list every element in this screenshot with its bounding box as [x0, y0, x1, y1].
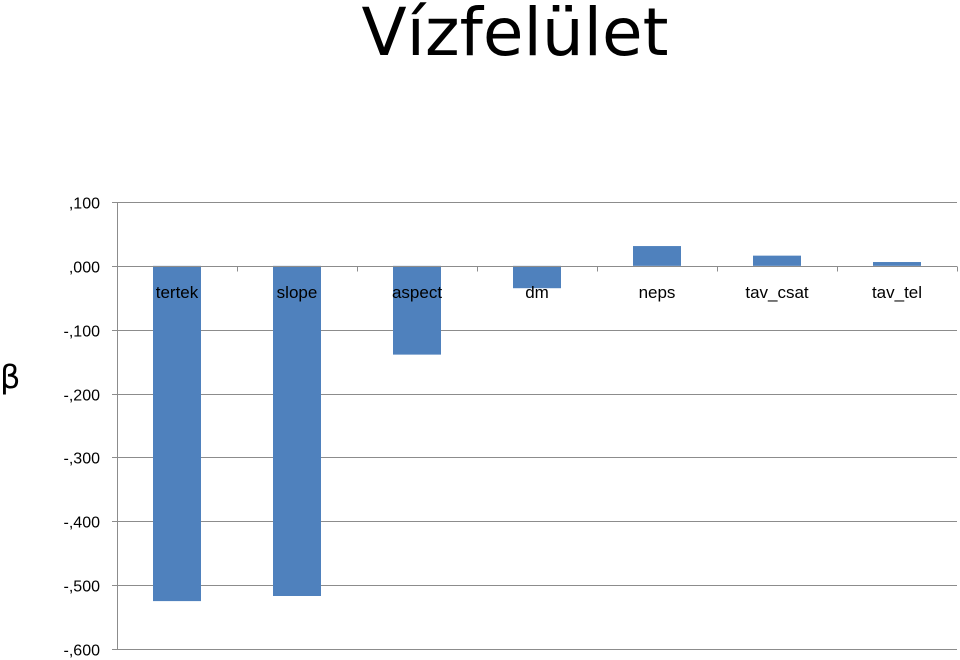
bar-dm: [513, 265, 561, 289]
category-label: slope: [277, 283, 318, 302]
category-label: tertek: [156, 283, 199, 302]
category-label: tav_csat: [745, 283, 809, 302]
axes: [112, 202, 958, 650]
bar-tav_tel: [873, 262, 921, 266]
bar-aspect: [393, 265, 441, 355]
y-tick-label: -,300: [64, 451, 101, 468]
y-tick-label: ,000: [69, 260, 100, 277]
y-tick-label: ,100: [69, 196, 100, 213]
bar-slope: [273, 265, 321, 596]
y-axis-label: β: [0, 358, 21, 396]
category-label: aspect: [392, 283, 442, 302]
bar-tertek: [153, 265, 201, 602]
y-tick-labels: ,100 ,000 -,100 -,200 -,300 -,400 -,500 -,600: [64, 196, 101, 660]
category-label: tav_tel: [872, 283, 922, 302]
category-label: neps: [639, 283, 676, 302]
bar-tav_csat: [753, 255, 801, 266]
bar-neps: [633, 246, 681, 266]
category-labels: tertek slope aspect dm neps tav_csat tav_tel: [156, 283, 922, 302]
category-label: dm: [525, 283, 549, 302]
y-tick-label: -,100: [64, 324, 101, 341]
y-tick-label: -,500: [64, 579, 101, 596]
y-tick-label: -,600: [64, 643, 101, 660]
y-tick-label: -,200: [64, 388, 101, 405]
y-tick-label: -,400: [64, 515, 101, 532]
bars: [153, 246, 921, 602]
page-title: Vízfelület: [361, 0, 669, 71]
